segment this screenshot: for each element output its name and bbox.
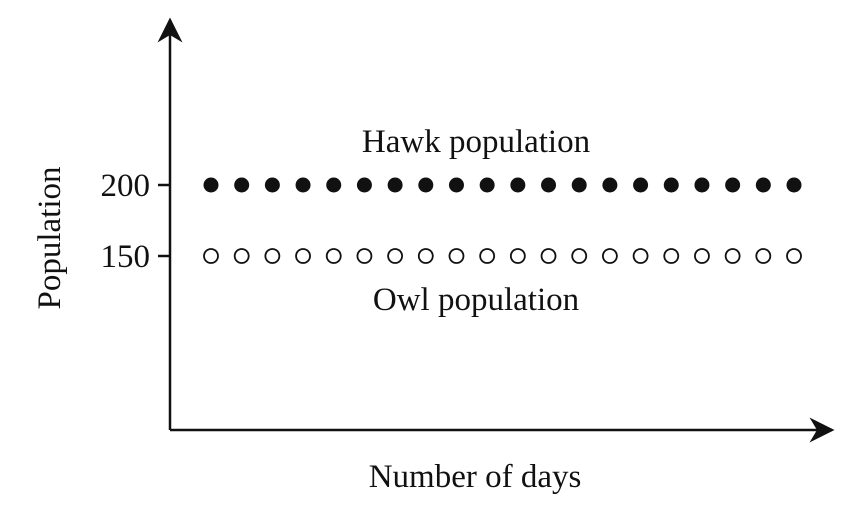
hawk-series-label: Hawk population — [362, 124, 590, 160]
hawk-population-point-13 — [571, 177, 587, 193]
y-tick-label-150: 150 — [101, 239, 151, 275]
hawk-population-point-16 — [663, 177, 679, 193]
owl-population-point-13 — [571, 248, 588, 264]
owl-population-point-9 — [448, 248, 465, 264]
hawk-population-point-7 — [387, 177, 403, 193]
owl-population-point-14 — [601, 248, 618, 264]
y-axis-label: Population — [32, 166, 68, 309]
owl-population-point-10 — [479, 248, 496, 264]
x-axis-label: Number of days — [369, 459, 582, 495]
y-ticks: 150 200 — [101, 168, 170, 275]
owl-population-point-6 — [356, 248, 373, 264]
hawk-population-point-20 — [786, 177, 802, 193]
hawk-population-point-19 — [755, 177, 771, 193]
owl-population-point-4 — [295, 248, 311, 264]
owl-population-point-8 — [417, 248, 434, 264]
owl-population-point-12 — [540, 248, 557, 264]
hawk-population-point-18 — [725, 177, 741, 193]
owl-population-point-18 — [724, 248, 741, 264]
hawk-population-point-1 — [203, 177, 219, 193]
owl-population-point-16 — [663, 248, 680, 264]
hawk-population-point-14 — [602, 177, 618, 193]
hawk-population-point-5 — [326, 177, 342, 193]
hawk-population-point-8 — [418, 177, 434, 193]
hawk-population-point-17 — [694, 177, 710, 193]
hawk-population-point-3 — [264, 177, 280, 193]
hawk-population-point-12 — [541, 177, 557, 193]
hawk-population-point-4 — [295, 177, 311, 193]
y-tick-label-200: 200 — [101, 168, 151, 204]
owl-series-label: Owl population — [373, 282, 579, 318]
owl-population-point-19 — [755, 248, 772, 264]
owl-population-point-5 — [325, 248, 342, 264]
owl-population-point-7 — [387, 248, 404, 264]
series-layer — [203, 177, 802, 264]
hawk-population-point-15 — [633, 177, 649, 193]
hawk-population-point-11 — [510, 177, 526, 193]
owl-population-point-1 — [203, 248, 219, 264]
owl-population-point-11 — [509, 248, 526, 264]
owl-population-point-15 — [632, 248, 649, 264]
owl-population-point-2 — [233, 248, 250, 264]
hawk-population-point-10 — [479, 177, 495, 193]
hawk-population-point-9 — [448, 177, 464, 193]
hawk-population-point-2 — [234, 177, 250, 193]
hawk-population-point-6 — [356, 177, 372, 193]
owl-population-point-20 — [786, 248, 802, 264]
owl-population-point-3 — [264, 248, 281, 264]
owl-population-point-17 — [694, 248, 710, 264]
